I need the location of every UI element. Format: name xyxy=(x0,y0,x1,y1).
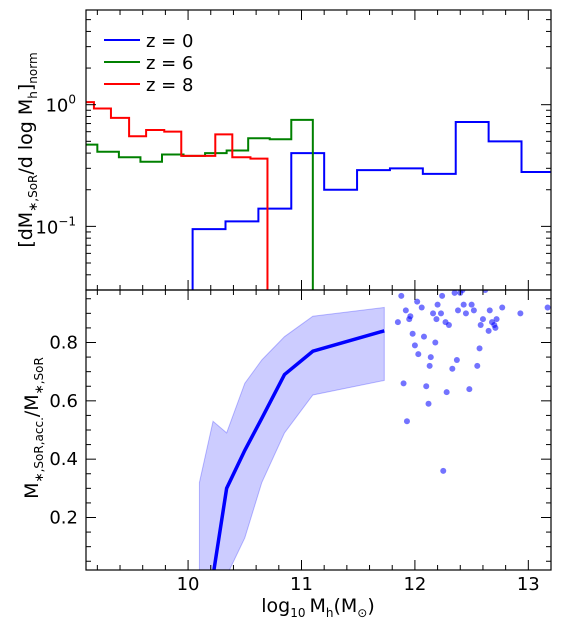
x-tick-label: 13 xyxy=(517,574,540,595)
bottom-y-tick-label: 0.8 xyxy=(49,333,78,354)
legend-entry: z = 8 xyxy=(146,75,193,96)
legend: z = 0z = 6z = 8 xyxy=(104,31,193,96)
scatter-point xyxy=(418,304,425,311)
x-tick-label: 11 xyxy=(290,574,313,595)
scatter-point xyxy=(451,290,458,296)
scatter-point xyxy=(403,418,410,425)
scatter-point xyxy=(477,322,484,328)
scatter-point xyxy=(426,362,433,369)
scatter-point xyxy=(492,324,499,331)
scatter-point xyxy=(486,307,493,314)
scatter-point xyxy=(434,301,441,308)
scatter-point xyxy=(442,319,449,326)
top-y-tick-label: 100 xyxy=(45,93,76,117)
scatter-point xyxy=(485,327,492,334)
scatter-point xyxy=(425,400,432,407)
legend-entry: z = 6 xyxy=(146,53,193,74)
scatter-point xyxy=(409,330,416,337)
scatter-point xyxy=(427,354,434,361)
scatter-point xyxy=(455,307,461,314)
scatter-point xyxy=(414,298,421,305)
x-tick-label: 10 xyxy=(177,574,200,595)
spread-band xyxy=(198,306,385,570)
scatter-point xyxy=(449,365,456,372)
bottom-panel: 0.20.40.60.810 11 12 13 M∗,SoR,acc./M∗,SoR … xyxy=(21,289,552,620)
scatter-point xyxy=(453,357,460,363)
scatter-point xyxy=(479,316,486,323)
scatter-point xyxy=(423,383,430,390)
scatter-point xyxy=(443,389,450,396)
scatter-point xyxy=(420,333,427,340)
top-y-axis-label: [dM∗,SoR/d log Mh]norm xyxy=(15,52,40,247)
scatter-point xyxy=(407,313,414,320)
scatter-point xyxy=(476,345,483,352)
top-panel: 100 10−1 z = 0z = 6z = 8 [dM∗,SoR/d log M… xyxy=(15,9,552,291)
scatter-point xyxy=(499,304,506,311)
scatter-point xyxy=(440,467,447,474)
median-line xyxy=(212,329,385,570)
scatter-point xyxy=(474,362,481,369)
scatter-point xyxy=(411,342,418,349)
scatter-point xyxy=(470,307,477,314)
scatter-point xyxy=(439,292,446,299)
bottom-y-tick-label: 0.6 xyxy=(49,391,78,412)
x-axis-label: log10 Mh(M⊙) xyxy=(261,595,375,620)
top-plot-frame xyxy=(85,9,552,291)
bottom-y-tick-label: 0.4 xyxy=(49,449,78,470)
scatter-point xyxy=(432,339,439,346)
scatter-point xyxy=(493,316,500,323)
histogram-series-0 xyxy=(191,121,551,290)
bottom-y-axis-label: M∗,SoR,acc./M∗,SoR xyxy=(21,357,46,499)
scatter-point xyxy=(398,292,405,299)
histogram-series-2 xyxy=(86,101,269,290)
scatter-point xyxy=(544,304,551,311)
scatter-point xyxy=(402,307,409,314)
scatter-point xyxy=(433,316,440,323)
scatter-point xyxy=(394,319,401,326)
scatter-point xyxy=(462,310,469,317)
scatter-point xyxy=(415,351,422,358)
scatter-point xyxy=(468,301,475,308)
scatter-point xyxy=(437,310,444,317)
scatter-point xyxy=(466,386,473,393)
scatter-point xyxy=(460,301,467,308)
top-y-tick-label: 10−1 xyxy=(35,214,76,238)
scatter-point xyxy=(400,380,407,387)
legend-entry: z = 0 xyxy=(146,31,193,52)
scatter-point xyxy=(430,310,437,317)
scatter-point xyxy=(517,310,524,317)
bottom-y-tick-label: 0.2 xyxy=(49,508,78,529)
scatter-point xyxy=(459,290,466,293)
scatter-point xyxy=(482,290,489,293)
x-tick-label: 12 xyxy=(403,574,426,595)
histogram-series-1 xyxy=(86,118,314,290)
